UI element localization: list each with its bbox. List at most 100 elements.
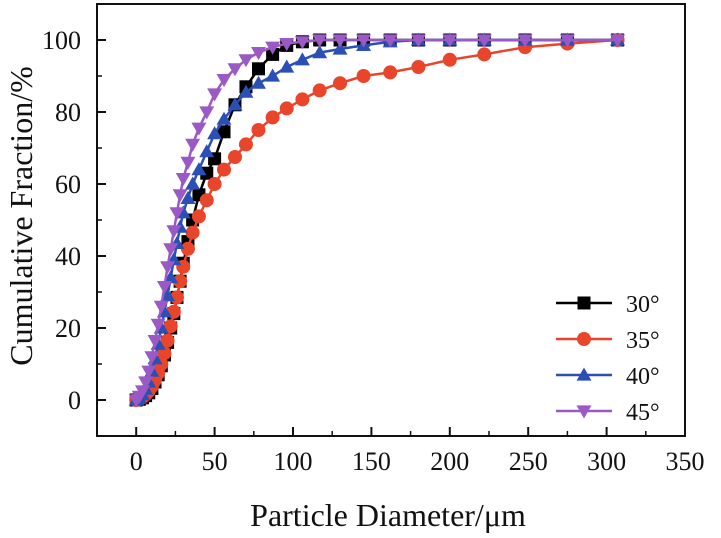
y-tick-label: 0 (68, 386, 81, 415)
data-point (442, 52, 457, 67)
legend-entry-1: 30° (556, 292, 660, 318)
data-point (180, 241, 195, 256)
legend-marker (576, 367, 592, 381)
data-point (238, 137, 253, 152)
data-point (279, 59, 295, 73)
data-point (265, 41, 281, 55)
data-point (207, 88, 223, 102)
legend-label: 30° (626, 292, 660, 318)
data-point (332, 34, 348, 48)
data-point (477, 47, 492, 62)
data-point (333, 76, 348, 91)
data-point (217, 125, 231, 139)
data-point (172, 189, 188, 203)
legend-label: 35° (626, 328, 660, 354)
legend-marker (576, 405, 592, 419)
data-point (147, 334, 163, 349)
x-tick-label: 100 (274, 447, 313, 476)
data-point (180, 156, 196, 170)
series-2 (129, 33, 625, 407)
data-point (191, 209, 206, 224)
series-line (135, 38, 618, 402)
data-point (185, 225, 200, 240)
data-point (238, 84, 254, 98)
data-point (160, 261, 176, 275)
data-point (216, 111, 232, 125)
data-point (265, 110, 280, 125)
data-point (279, 37, 295, 52)
data-point (227, 63, 243, 77)
data-point (173, 274, 188, 289)
legend-label: 40° (626, 364, 660, 390)
data-point (216, 73, 232, 88)
data-point (442, 34, 458, 48)
data-point (163, 319, 178, 334)
data-point (141, 365, 157, 379)
data-point (144, 351, 160, 365)
data-point (312, 45, 328, 59)
series-line (135, 38, 618, 401)
y-tick-label: 40 (55, 242, 81, 271)
x-tick-label: 250 (509, 447, 548, 476)
y-axis-title: Cumulative Fraction/% (3, 66, 39, 366)
data-point (207, 126, 223, 140)
data-point (559, 34, 575, 48)
series-4 (128, 34, 626, 408)
data-point (134, 385, 150, 399)
data-point (175, 172, 191, 187)
data-point (153, 300, 169, 314)
data-point (252, 62, 266, 76)
legend-entry-2: 35° (556, 328, 660, 354)
data-point (199, 144, 215, 158)
data-point (383, 65, 398, 80)
data-point (356, 34, 372, 48)
data-point (312, 83, 327, 98)
data-point (251, 46, 266, 61)
data-point (517, 34, 533, 48)
data-point (163, 243, 179, 257)
series-layer (128, 32, 626, 408)
data-point (138, 376, 154, 390)
legend-marker (577, 296, 591, 310)
x-tick-label: 0 (130, 447, 143, 476)
data-point (265, 68, 281, 82)
legend-entry-4: 45° (556, 400, 660, 426)
data-point (411, 60, 426, 74)
data-point (610, 34, 626, 48)
axes: 0 50 100 150 200 250 300 350 0 20 40 60 80 100 (42, 3, 705, 476)
y-tick-label: 100 (42, 26, 81, 55)
data-point (295, 92, 310, 107)
x-tick-label: 150 (352, 447, 391, 476)
data-point (279, 101, 294, 116)
data-point (156, 280, 172, 295)
data-point (294, 52, 310, 66)
data-point (217, 162, 232, 177)
data-point (251, 123, 266, 137)
data-point (410, 34, 426, 48)
x-tick-label: 350 (666, 447, 705, 476)
y-tick-label: 20 (55, 314, 81, 343)
y-tick-label: 60 (55, 170, 81, 199)
data-point (251, 75, 266, 89)
data-point (199, 106, 215, 120)
data-point (356, 69, 371, 83)
data-point (191, 162, 207, 176)
data-point (185, 138, 201, 152)
data-point (207, 177, 222, 191)
y-tick-label: 80 (55, 98, 81, 127)
data-point (191, 122, 207, 136)
data-point (166, 225, 182, 239)
data-point (332, 41, 348, 55)
data-point (180, 190, 196, 205)
x-tick-label: 200 (430, 447, 469, 476)
data-point (185, 176, 201, 190)
data-point (227, 97, 243, 111)
data-point (200, 166, 214, 180)
legend-label: 45° (626, 400, 660, 426)
data-point (169, 207, 185, 221)
data-point (476, 34, 492, 48)
x-tick-label: 300 (587, 447, 626, 476)
data-point (227, 150, 242, 164)
